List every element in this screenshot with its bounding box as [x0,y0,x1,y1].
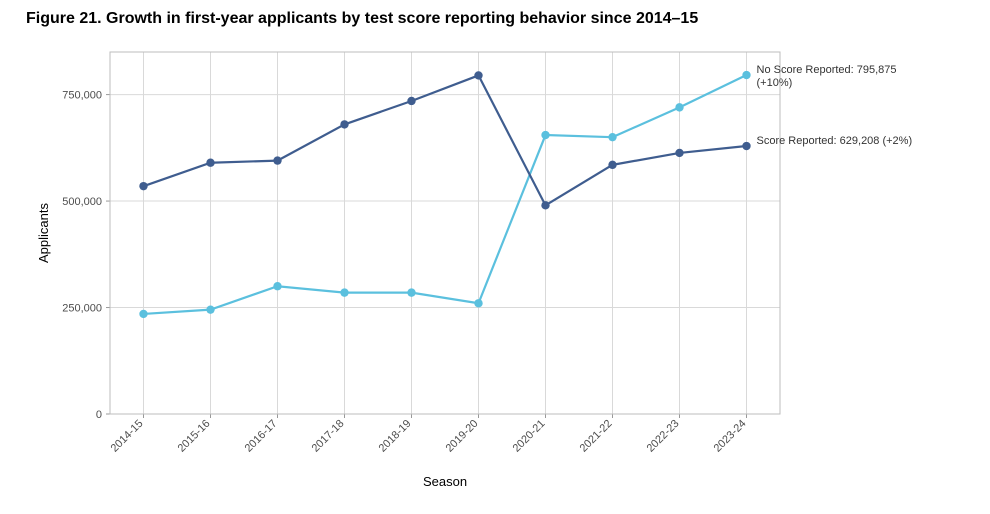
series-point-score [541,201,549,209]
series-point-no_score [608,133,616,141]
series-point-score [206,159,214,167]
x-tick-label: 2014-15 [109,418,146,455]
series-point-score [407,97,415,105]
series-point-score [474,71,482,79]
series-end-label-score: Score Reported: 629,208 (+2%) [757,135,913,147]
x-tick-label: 2017-18 [310,418,347,455]
x-tick-label: 2020-21 [511,418,548,455]
x-axis-title: Season [423,474,467,489]
x-tick-label: 2015-16 [176,418,213,455]
series-point-no_score [407,288,415,296]
series-point-no_score [273,282,281,290]
series-end-label-no_score: (+10%) [757,77,793,89]
series-point-no_score [139,310,147,318]
series-point-no_score [474,299,482,307]
series-point-score [742,142,750,150]
series-point-score [273,156,281,164]
x-tick-label: 2021-22 [578,418,615,455]
series-point-no_score [340,288,348,296]
y-tick-label: 500,000 [62,196,102,208]
series-point-no_score [206,305,214,313]
x-tick-label: 2023-24 [712,418,749,455]
series-point-score [340,120,348,128]
y-tick-label: 250,000 [62,303,102,315]
line-chart: 0 250,000 500,000 750,000 2014-15 2015-16 2016… [20,34,980,504]
series-point-no_score [675,103,683,111]
x-tick-label: 2022-23 [645,418,682,455]
series-point-score [675,149,683,157]
y-tick-label: 0 [96,409,102,421]
y-tick-label: 750,000 [62,90,102,102]
series-end-label-no_score: No Score Reported: 795,875 [757,64,897,76]
x-tick-label: 2018-19 [377,418,414,455]
series-point-no_score [541,131,549,139]
x-tick-label: 2019-20 [444,418,481,455]
series-point-no_score [742,71,750,79]
chart-container: 0 250,000 500,000 750,000 2014-15 2015-16 2016… [20,34,970,504]
figure-title: Figure 21. Growth in first-year applican… [20,10,970,28]
series-point-score [608,161,616,169]
series-point-score [139,182,147,190]
y-axis-title: Applicants [36,203,51,263]
x-tick-label: 2016-17 [243,418,280,455]
